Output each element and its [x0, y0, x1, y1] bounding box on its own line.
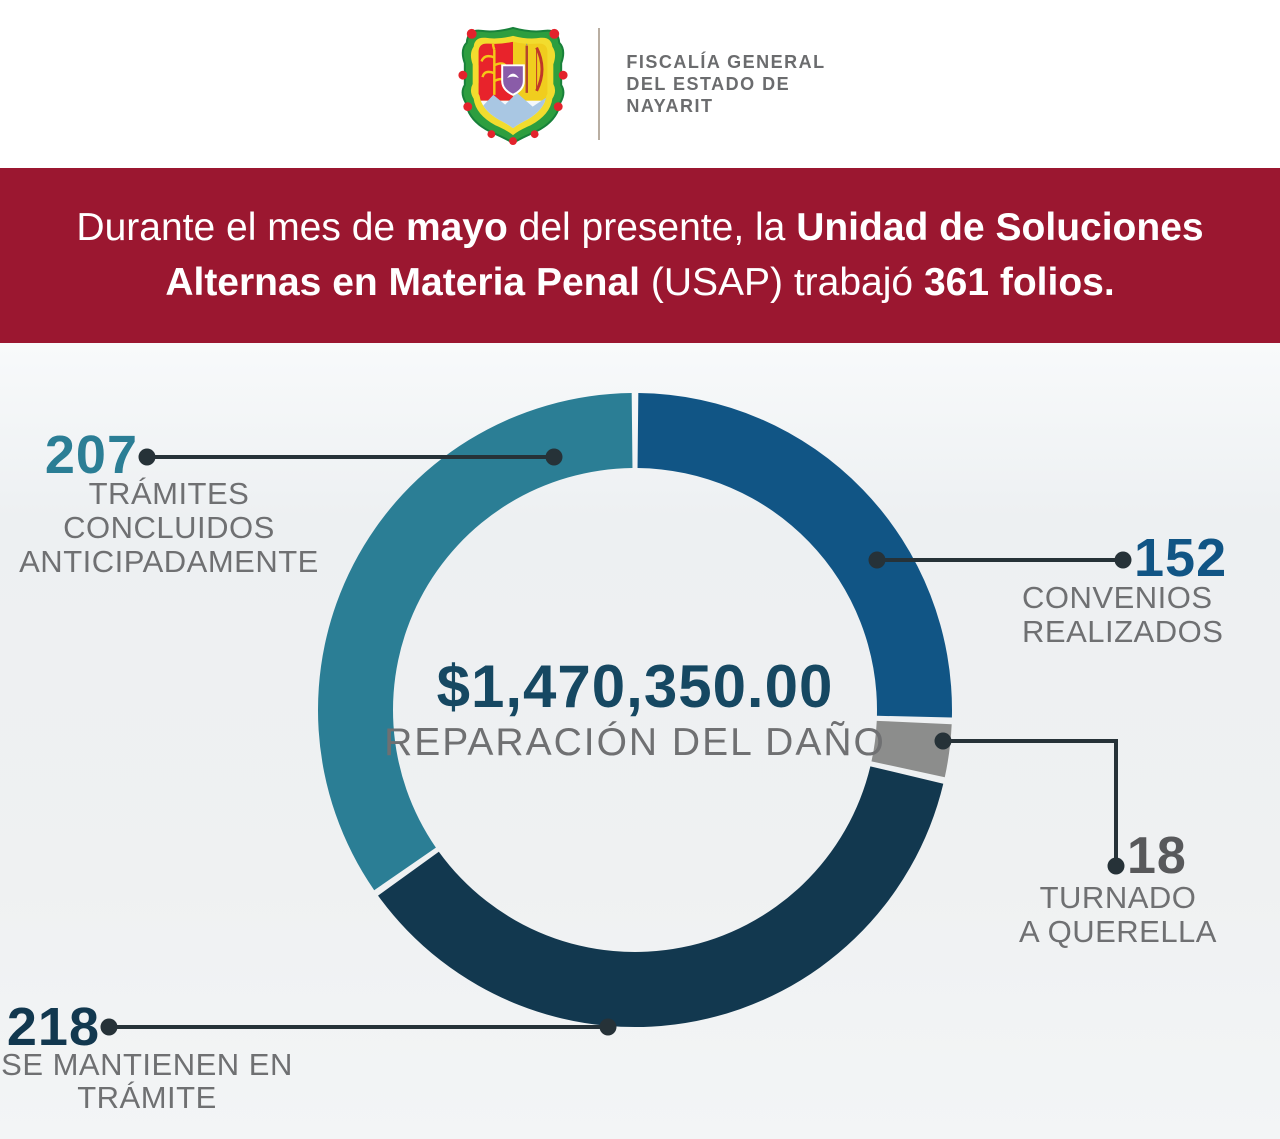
banner-text: Durante el mes de [76, 206, 406, 249]
callout-label-line: TURNADO [1039, 880, 1197, 915]
intro-banner: Durante el mes de mayo del presente, la … [0, 168, 1280, 343]
callout-207-value: 207 [44, 425, 138, 485]
callout-18-value: 18 [1127, 827, 1187, 885]
banner-text-bold: mayo [405, 206, 508, 249]
callout-label-line: TRÁMITES CONCLUIDOS [63, 476, 275, 545]
donut-segment-tramites-concluidos-anticipadamente [317, 393, 633, 891]
callout-label-line: CONVENIOS [1022, 580, 1213, 615]
donut-segment-turnado-a-querella [871, 720, 952, 778]
callout-label-line: SE MANTIENEN EN [1, 1047, 293, 1082]
callout-152-value: 152 [1134, 528, 1228, 588]
org-name-line: DEL ESTADO DE [626, 74, 791, 94]
callout-218-label: SE MANTIENEN EN TRÁMITE [0, 1048, 294, 1114]
callout-207-label: TRÁMITES CONCLUIDOS ANTICIPADAMENTE [6, 477, 332, 579]
callout-218-value: 218 [6, 997, 100, 1057]
banner-text: del presente, la [507, 206, 797, 249]
banner-text-bold: Unidad de Soluciones [796, 206, 1204, 249]
org-name-line: FISCALÍA GENERAL [626, 52, 826, 72]
banner-line-1: Durante el mes de mayo del presente, la … [76, 205, 1203, 251]
banner-text-bold: 361 folios. [923, 261, 1115, 304]
callout-18-label: TURNADO A QUERELLA [996, 881, 1240, 949]
callout-label-line: A QUERELLA [1019, 914, 1217, 949]
donut-segment-se-mantienen-en-tramite [378, 766, 944, 1028]
org-name-line: NAYARIT [626, 96, 714, 116]
donut-chart [317, 393, 953, 1028]
banner-text: (USAP) trabajó [640, 261, 924, 304]
header: FISCALÍA GENERAL DEL ESTADO DE NAYARIT [0, 0, 1280, 168]
header-divider [598, 28, 601, 140]
callout-label-line: TRÁMITE [77, 1080, 217, 1115]
donut-segment-convenios-realizados [637, 393, 953, 718]
banner-text-bold: Alternas en Materia Penal [165, 261, 640, 304]
callout-label-line: REALIZADOS [1022, 614, 1224, 649]
nayarit-coat-of-arms-logo [458, 26, 568, 145]
banner-line-2: Alternas en Materia Penal (USAP) trabajó… [165, 260, 1114, 306]
callout-label-line: ANTICIPADAMENTE [19, 544, 319, 579]
center-amount-label: REPARACIÓN DEL DAÑO [384, 721, 886, 764]
center-amount: $1,470,350.00 [436, 653, 834, 720]
org-name: FISCALÍA GENERAL DEL ESTADO DE NAYARIT [626, 51, 825, 117]
callout-152-label: CONVENIOS REALIZADOS [1022, 580, 1224, 649]
